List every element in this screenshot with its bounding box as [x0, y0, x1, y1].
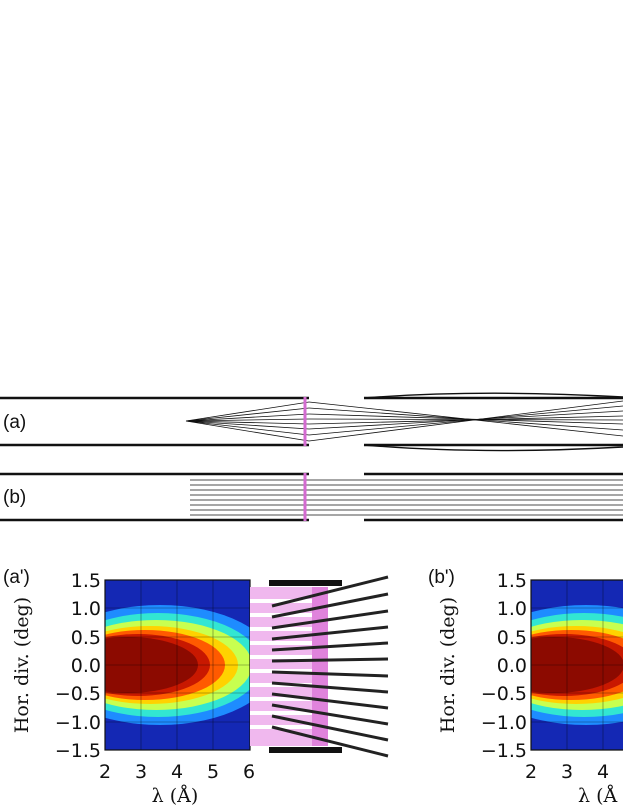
heatmap-grid-a	[105, 580, 250, 750]
y-tick: −0.5	[55, 683, 101, 705]
y-tick: −1.5	[55, 740, 101, 762]
x-axis-ticks-a: 2 3 4 5 6	[99, 761, 255, 783]
x-tick: 3	[135, 761, 147, 783]
collimator-insert-a	[250, 575, 389, 758]
y-tick: −1.0	[55, 712, 101, 734]
heatmap-grid-b	[531, 580, 623, 750]
x-tick: 5	[207, 761, 219, 783]
x-tick: 2	[525, 761, 537, 783]
beam-parallel-b	[190, 479, 623, 516]
x-tick: 4	[597, 761, 609, 783]
y-tick: 0.5	[71, 627, 101, 649]
x-axis-label-a: λ (Å)	[152, 785, 199, 806]
heatmap-frame-b	[530, 579, 623, 751]
x-tick: 4	[171, 761, 183, 783]
y-axis-label-b: Hor. div. (deg)	[437, 597, 459, 733]
x-axis-label-b: λ (Å	[578, 785, 617, 806]
y-tick: 1.5	[497, 570, 527, 592]
x-tick: 3	[561, 761, 573, 783]
y-tick: 0.5	[497, 627, 527, 649]
x-tick: 2	[99, 761, 111, 783]
guide-b	[0, 472, 623, 522]
y-tick: −1.5	[481, 740, 527, 762]
beam-fan-a	[185, 400, 623, 442]
y-tick: 0.0	[71, 655, 101, 677]
guide-a	[0, 392, 623, 452]
y-tick: −1.0	[481, 712, 527, 734]
panel-label-a-prime: (a')	[3, 567, 30, 588]
y-tick: 1.5	[71, 570, 101, 592]
y-axis-label-a: Hor. div. (deg)	[11, 597, 33, 733]
x-axis-ticks-b: 2 3 4	[525, 761, 609, 783]
y-tick: −0.5	[481, 683, 527, 705]
x-tick: 6	[243, 761, 255, 783]
y-tick: 1.0	[71, 598, 101, 620]
panel-label-b: (b)	[3, 487, 26, 508]
panel-label-b-prime: (b')	[428, 567, 455, 588]
y-tick: 1.0	[497, 598, 527, 620]
y-tick: 0.0	[497, 655, 527, 677]
y-axis-ticks-a: 1.5 1.0 0.5 0.0 −0.5 −1.0 −1.5	[55, 570, 101, 762]
y-axis-ticks-b: 1.5 1.0 0.5 0.0 −0.5 −1.0 −1.5	[481, 570, 527, 762]
panel-label-a: (a)	[3, 412, 26, 433]
